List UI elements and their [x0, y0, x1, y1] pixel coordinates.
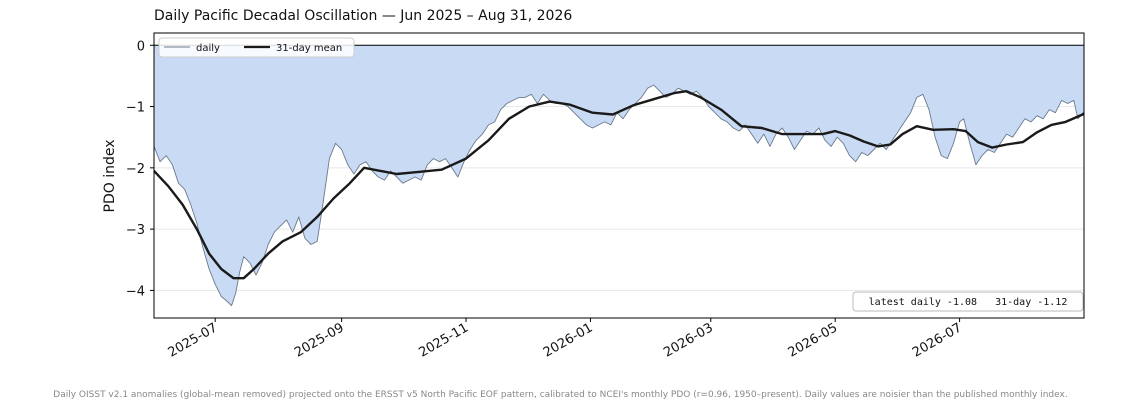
- x-tick-label: 2026-07: [910, 320, 965, 360]
- x-tick-label: 2026-03: [661, 320, 716, 360]
- x-tick-label: 2025-09: [292, 320, 347, 360]
- y-tick-label: −4: [126, 284, 145, 299]
- y-tick-label: −2: [126, 162, 145, 177]
- y-tick-label: −1: [126, 101, 145, 116]
- x-tick-label: 2026-05: [786, 320, 841, 360]
- chart-title: Daily Pacific Decadal Oscillation — Jun …: [154, 8, 573, 24]
- legend-daily-label: daily: [196, 43, 220, 54]
- legend-mean-label: 31-day mean: [276, 43, 342, 54]
- y-axis-label: PDO index: [102, 140, 118, 213]
- mean-series-line: [154, 90, 1084, 280]
- latest-values-badge: latest daily -1.08 31-day -1.12: [852, 291, 1084, 312]
- y-tick-label: −3: [126, 223, 145, 238]
- footnote: Daily OISST v2.1 anomalies (global-mean …: [53, 390, 1068, 400]
- x-tick-label: 2025-11: [416, 320, 471, 360]
- x-tick-label: 2026-01: [541, 320, 596, 360]
- daily-area-fill: [154, 45, 1084, 306]
- y-tick-label: 0: [137, 39, 145, 54]
- x-tick-label: 2025-07: [166, 320, 221, 360]
- legend: daily 31-day mean: [158, 37, 355, 58]
- plot-frame: [153, 32, 1085, 319]
- latest-values-text: latest daily -1.08 31-day -1.12: [869, 297, 1068, 308]
